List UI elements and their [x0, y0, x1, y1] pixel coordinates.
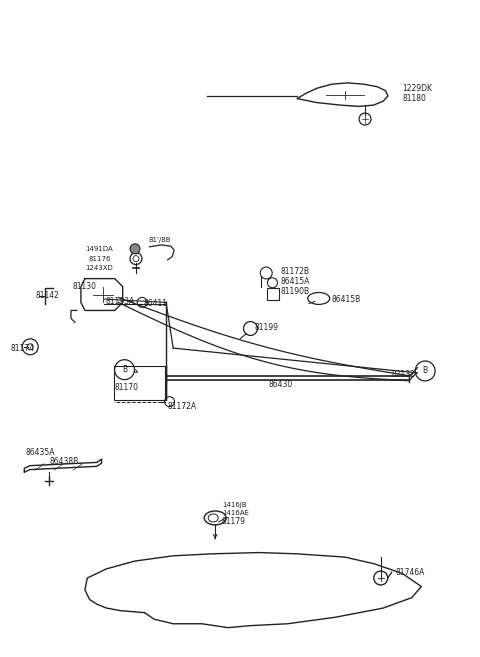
- Text: 81199: 81199: [254, 323, 278, 332]
- Text: 82132: 82132: [392, 370, 416, 378]
- Text: 81180: 81180: [402, 94, 426, 103]
- Text: 81176: 81176: [88, 256, 111, 261]
- Text: 81190B: 81190B: [281, 286, 310, 296]
- Text: 81130: 81130: [72, 282, 96, 290]
- Bar: [114, 367, 165, 400]
- Bar: [267, 288, 279, 300]
- Text: 81170: 81170: [114, 383, 138, 392]
- Text: 81193A: 81193A: [106, 296, 135, 306]
- Text: 81142: 81142: [36, 291, 60, 300]
- Text: 81746A: 81746A: [395, 568, 424, 577]
- Text: 86415B: 86415B: [332, 295, 361, 304]
- Text: 1243XD: 1243XD: [85, 265, 113, 271]
- Circle shape: [130, 244, 140, 254]
- Text: 81179: 81179: [222, 517, 246, 526]
- Text: 86435A: 86435A: [25, 448, 55, 457]
- Text: 86411: 86411: [144, 299, 168, 308]
- Text: 86438B: 86438B: [49, 457, 78, 466]
- Text: 81'/8B: 81'/8B: [148, 237, 171, 243]
- Text: 81172A: 81172A: [168, 402, 197, 411]
- Text: 1229DK: 1229DK: [402, 83, 432, 93]
- Text: 1491DA: 1491DA: [85, 246, 113, 252]
- Text: 81172B: 81172B: [281, 267, 310, 275]
- Text: 81174: 81174: [11, 344, 35, 353]
- Text: B: B: [422, 367, 428, 375]
- Text: 1416AE: 1416AE: [222, 510, 249, 516]
- Text: 86415A: 86415A: [281, 277, 310, 286]
- Text: 86430: 86430: [269, 380, 293, 388]
- Text: 1416JB: 1416JB: [222, 502, 247, 508]
- Text: B: B: [122, 365, 127, 374]
